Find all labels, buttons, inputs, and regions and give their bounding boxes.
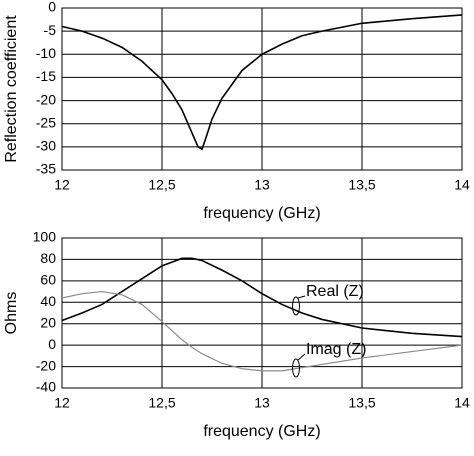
x-tick-label: 13,5 bbox=[348, 177, 375, 193]
x-tick-label: 12,5 bbox=[148, 395, 175, 411]
data-line bbox=[61, 14, 463, 151]
x-tick-label: 13 bbox=[254, 395, 270, 411]
x-tick-label: 13 bbox=[254, 177, 270, 193]
y-tick-label: 20 bbox=[40, 314, 56, 330]
y-tick-label: -40 bbox=[36, 379, 56, 395]
series-label: Imag (Z) bbox=[306, 341, 366, 358]
x-axis-label: frequency (GHz) bbox=[203, 205, 320, 222]
y-tick-label: -5 bbox=[44, 22, 57, 38]
y-tick-label: 80 bbox=[40, 250, 56, 266]
y-axis-label: Ohms bbox=[3, 292, 20, 335]
y-tick-label: -20 bbox=[36, 91, 56, 107]
y-tick-label: -10 bbox=[36, 45, 56, 61]
y-tick-label: 60 bbox=[40, 272, 56, 288]
x-tick-label: 12 bbox=[54, 177, 70, 193]
data-line bbox=[61, 290, 463, 372]
y-axis-label: Reflection coefficient bbox=[3, 15, 20, 163]
y-tick-label: -25 bbox=[36, 114, 56, 130]
x-tick-label: 12,5 bbox=[148, 177, 175, 193]
series-label: Real (Z) bbox=[306, 283, 364, 300]
x-tick-label: 14 bbox=[454, 395, 470, 411]
y-tick-label: -35 bbox=[36, 161, 56, 177]
plot-frame bbox=[61, 7, 463, 171]
y-tick-label: -20 bbox=[36, 357, 56, 373]
y-tick-label: 0 bbox=[48, 0, 56, 15]
y-tick-label: 0 bbox=[48, 336, 56, 352]
y-tick-label: -15 bbox=[36, 68, 56, 84]
plot-frame bbox=[61, 237, 463, 389]
y-tick-label: -30 bbox=[36, 138, 56, 154]
y-tick-label: 40 bbox=[40, 293, 56, 309]
annotation-marker bbox=[292, 296, 300, 316]
y-tick-label: 100 bbox=[33, 229, 57, 245]
annotation-leader bbox=[297, 353, 306, 361]
annotation-leader bbox=[297, 295, 306, 299]
x-tick-label: 14 bbox=[454, 177, 470, 193]
x-tick-label: 13,5 bbox=[348, 395, 375, 411]
annotation-marker bbox=[292, 358, 300, 378]
x-axis-label: frequency (GHz) bbox=[203, 423, 320, 440]
x-tick-label: 12 bbox=[54, 395, 70, 411]
